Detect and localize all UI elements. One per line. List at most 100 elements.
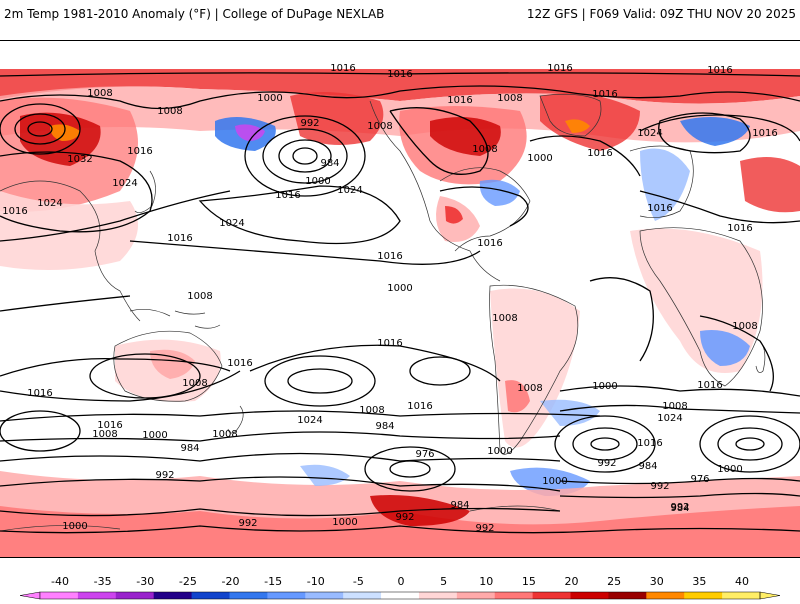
colorbar-tick-label: 40	[735, 575, 749, 588]
colorbar-swatch	[267, 592, 306, 599]
isobar-label-p1008-sindian: 1008	[92, 429, 117, 440]
isobar-label-p984-pacific: 984	[320, 158, 339, 169]
isobar-label-p992-sw: 992	[238, 518, 257, 529]
colorbar-swatch	[722, 592, 761, 599]
isobar-label-p1000-sind: 1000	[62, 521, 87, 532]
colorbar-scale: -40 -35 -30 -25 -20 -15 -10 -5 0 5 10 15 20 25 30 35 40	[19, 575, 781, 600]
isobar-label-p1032-asia: 1032	[67, 154, 92, 165]
isobar-label-p1008-samerica-a: 1008	[492, 313, 517, 324]
colorbar-tick-label: -40	[51, 575, 69, 588]
isobar-label-p1016-arctic-a: 1016	[330, 63, 355, 74]
isobar-label-p992-sindian: 992	[155, 470, 174, 481]
isobar-label-p1000-antarc-b: 1000	[542, 476, 567, 487]
isobar-label-p1016-asia-c: 1016	[127, 146, 152, 157]
isobar-label-p1008-canada: 1008	[472, 144, 497, 155]
isobar-label-p1024-asia-a: 1024	[112, 178, 137, 189]
colorbar-tick-label: -15	[264, 575, 282, 588]
isobar-label-p1000-pacific: 1000	[257, 93, 282, 104]
isobar-label-p984-antarc: 984	[450, 500, 469, 511]
colorbar-tick-label: 25	[607, 575, 621, 588]
isobar-label-p1016-spacific-a: 1016	[377, 338, 402, 349]
colorbar-swatch	[646, 592, 685, 599]
anomaly-shading	[0, 69, 800, 557]
colorbar-tick-label: -30	[136, 575, 154, 588]
colorbar-swatch	[153, 592, 193, 599]
isobar-label-p1016-pacific-c: 1016	[377, 251, 402, 262]
map-title: 2m Temp 1981-2010 Anomaly (°F) | College…	[4, 7, 385, 21]
isobar-label-p992-antarc-a: 992	[395, 512, 414, 523]
isobar-label-p1000-spacific: 1000	[487, 446, 512, 457]
isobar-label-p1016-canada: 1016	[447, 95, 472, 106]
isobar-label-p1016-arctic-c: 1016	[547, 63, 572, 74]
isobar-label-p1008-australia: 1008	[182, 378, 207, 389]
isobar-label-p992-satl-b: 992	[650, 481, 669, 492]
isobar-label-p1008-satl: 1008	[662, 401, 687, 412]
colorbar-swatch	[305, 592, 344, 599]
isobar-label-p1024-pacific-b: 1024	[219, 218, 244, 229]
colorbar-swatch	[229, 592, 268, 599]
colorbar: -40 -35 -30 -25 -20 -15 -10 -5 0 5 10 15 20 25 30 35 40	[0, 574, 800, 600]
colorbar-swatch	[570, 592, 609, 599]
colorbar-tick-label: 35	[692, 575, 706, 588]
colorbar-swatch	[608, 592, 647, 599]
isobar-label-p992-antarc-b: 992	[475, 523, 494, 534]
colorbar-tick-label: 15	[522, 575, 536, 588]
isobar-label-p1000-pacific-b: 1000	[305, 176, 330, 187]
isobar-label-p1016-ocean-a: 1016	[97, 420, 122, 431]
isobar-label-p1000-satl-b: 1000	[717, 464, 742, 475]
isobar-label-p1008-alaska: 1008	[367, 121, 392, 132]
isobar-label-p1016-ocean-b: 1016	[227, 358, 252, 369]
isobar-label-p984-satl: 984	[638, 461, 657, 472]
isobar-label-p1008-asia-b: 1008	[157, 106, 182, 117]
colorbar-swatch	[343, 592, 382, 599]
isobar-label-p984-spacific: 984	[375, 421, 394, 432]
isobar-label-p1016-arctic-b: 1016	[387, 69, 412, 80]
isobar-label-p1000-satl: 1000	[592, 381, 617, 392]
colorbar-swatch	[77, 592, 117, 599]
colorbar-tick-label: 0	[398, 575, 405, 588]
isobar-label-p1024-pacific-a: 1024	[337, 185, 362, 196]
isobar-label-p976-sind: 976	[690, 474, 709, 485]
coastlines	[0, 94, 766, 532]
isobar-label-p1016-africa-a: 1016	[647, 203, 672, 214]
isobar-label-p1024-spacific: 1024	[297, 415, 322, 426]
isobar-label-p1008-spacific: 1008	[359, 405, 384, 416]
isobar-label-p1008-us: 1008	[497, 93, 522, 104]
colorbar-swatch	[456, 592, 496, 599]
colorbar-swatch	[191, 592, 230, 599]
isobar-label-p1024-satl: 1024	[657, 413, 682, 424]
isobar-label-p1008-sw-corner: 1008	[212, 429, 237, 440]
isobar-label-p1024-europe: 1024	[637, 128, 662, 139]
isobar-label-p1008-asia-a: 1008	[87, 88, 112, 99]
isobar-label-p1016-australia: 1016	[27, 388, 52, 399]
isobar-label-p992-pacific: 992	[300, 118, 319, 129]
isobar-label-p1000-sindian: 1000	[142, 430, 167, 441]
isobar-label-p1016-siberia: 1016	[592, 89, 617, 100]
isobar-label-p1016-asia-d: 1016	[2, 206, 27, 217]
map-header: 2m Temp 1981-2010 Anomaly (°F) | College…	[0, 0, 800, 40]
isobar-label-p1016-arctic-d: 1016	[707, 65, 732, 76]
isobar-label-p1008-indonesia: 1008	[187, 291, 212, 302]
isobar-label-p1016-pacific-d: 1016	[167, 233, 192, 244]
isobars	[0, 72, 800, 534]
isobar-label-p1016-mexico: 1016	[477, 238, 502, 249]
isobar-label-p1016-africa-b: 1016	[727, 223, 752, 234]
colorbar-swatch	[115, 592, 155, 599]
colorbar-tick-label: -35	[94, 575, 112, 588]
colorbar-tick-label: -20	[222, 575, 240, 588]
colorbar-tick-label: 5	[440, 575, 447, 588]
model-run-info: 12Z GFS | F069 Valid: 09Z THU NOV 20 202…	[526, 7, 796, 21]
isobar-label-p1000-antarc-a: 1000	[332, 517, 357, 528]
colorbar-min-arrow	[19, 591, 41, 600]
colorbar-swatch	[494, 592, 534, 599]
isobar-label-p1016-europe: 1016	[752, 128, 777, 139]
colorbar-swatch	[40, 592, 79, 599]
colorbar-tick-label: -10	[307, 575, 325, 588]
isobar-label-p1008-africa: 1008	[732, 321, 757, 332]
colorbar-swatch	[418, 592, 458, 599]
isobar-label-p976-spacific: 976	[415, 449, 434, 460]
colorbar-swatch	[381, 592, 420, 599]
isobar-label-p1016-spacific-b: 1016	[407, 401, 432, 412]
